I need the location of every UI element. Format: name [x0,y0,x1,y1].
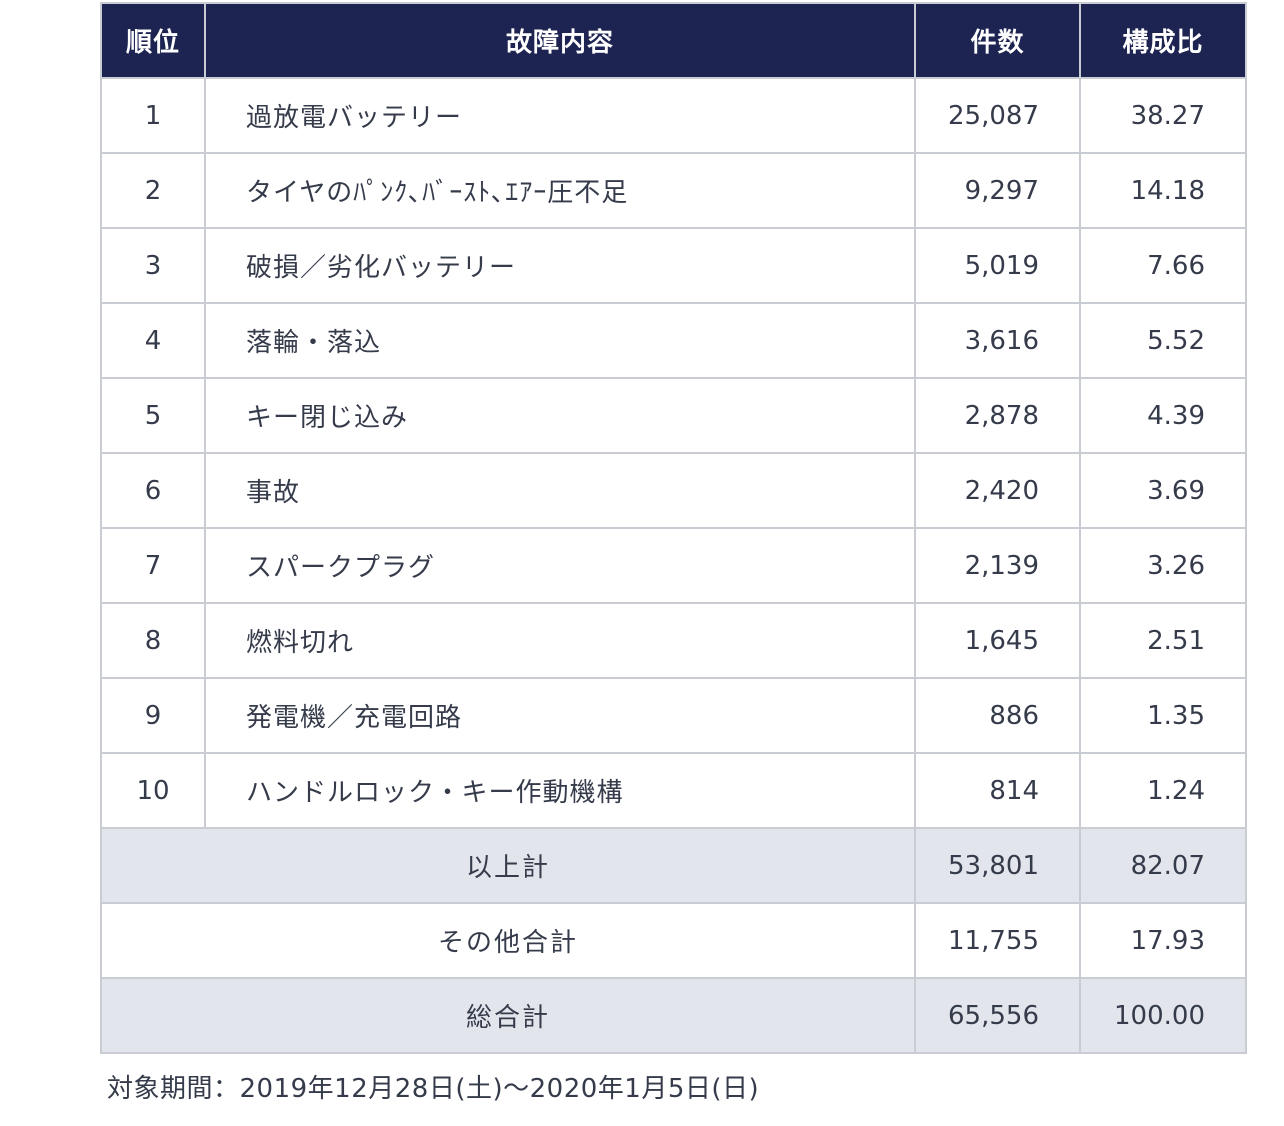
count-cell: 814 [914,752,1081,829]
rank-cell: 4 [100,302,206,379]
others-label: その他合計 [100,902,916,979]
rank-cell: 6 [100,452,206,529]
rank-cell: 9 [100,677,206,754]
table-body: 1 過放電バッテリー 25,087 38.27 2 タイヤのﾊﾟﾝｸ､ﾊﾞｰｽﾄ… [100,77,1247,1054]
count-cell: 1,645 [914,602,1081,679]
item-cell: スパークプラグ [204,527,916,604]
count-cell: 3,616 [914,302,1081,379]
table-header: 順位 故障内容 件数 構成比 [100,2,1247,79]
rank-cell: 1 [100,77,206,154]
table-row: 7 スパークプラグ 2,139 3.26 [100,527,1247,604]
item-cell: 燃料切れ [204,602,916,679]
ratio-cell: 38.27 [1079,77,1247,154]
count-cell: 2,878 [914,377,1081,454]
table-row: 5 キー閉じ込み 2,878 4.39 [100,377,1247,454]
period-footnote: 対象期間：2019年12月28日(土)～2020年1月5日(日) [107,1074,760,1104]
rank-cell: 5 [100,377,206,454]
grand-total-count: 65,556 [914,977,1081,1054]
item-cell: 事故 [204,452,916,529]
item-cell: 落輪・落込 [204,302,916,379]
table-row: 10 ハンドルロック・キー作動機構 814 1.24 [100,752,1247,829]
ratio-cell: 1.35 [1079,677,1247,754]
table-row: 8 燃料切れ 1,645 2.51 [100,602,1247,679]
item-cell: 発電機／充電回路 [204,677,916,754]
count-cell: 2,139 [914,527,1081,604]
rank-cell: 8 [100,602,206,679]
table-row: 1 過放電バッテリー 25,087 38.27 [100,77,1247,154]
table-row: 2 タイヤのﾊﾟﾝｸ､ﾊﾞｰｽﾄ､ｴｱｰ圧不足 9,297 14.18 [100,152,1247,229]
header-count: 件数 [914,2,1081,79]
grand-total-ratio: 100.00 [1079,977,1247,1054]
table-row: 3 破損／劣化バッテリー 5,019 7.66 [100,227,1247,304]
subtotal-count: 53,801 [914,827,1081,904]
count-cell: 25,087 [914,77,1081,154]
others-count: 11,755 [914,902,1081,979]
table-row: 6 事故 2,420 3.69 [100,452,1247,529]
header-ratio: 構成比 [1079,2,1247,79]
item-cell: キー閉じ込み [204,377,916,454]
others-row: その他合計 11,755 17.93 [100,902,1247,979]
ratio-cell: 4.39 [1079,377,1247,454]
ratio-cell: 3.69 [1079,452,1247,529]
ratio-cell: 7.66 [1079,227,1247,304]
item-cell: 過放電バッテリー [204,77,916,154]
ratio-cell: 5.52 [1079,302,1247,379]
count-cell: 5,019 [914,227,1081,304]
header-row: 順位 故障内容 件数 構成比 [100,2,1247,79]
rank-cell: 7 [100,527,206,604]
subtotal-label: 以上計 [100,827,916,904]
subtotal-ratio: 82.07 [1079,827,1247,904]
table-row: 4 落輪・落込 3,616 5.52 [100,302,1247,379]
subtotal-row: 以上計 53,801 82.07 [100,827,1247,904]
count-cell: 2,420 [914,452,1081,529]
ratio-cell: 2.51 [1079,602,1247,679]
rank-cell: 10 [100,752,206,829]
table-row: 9 発電機／充電回路 886 1.35 [100,677,1247,754]
item-cell: 破損／劣化バッテリー [204,227,916,304]
count-cell: 9,297 [914,152,1081,229]
header-rank: 順位 [100,2,206,79]
grand-total-label: 総合計 [100,977,916,1054]
grand-total-row: 総合計 65,556 100.00 [100,977,1247,1054]
count-cell: 886 [914,677,1081,754]
item-cell: ハンドルロック・キー作動機構 [204,752,916,829]
ratio-cell: 3.26 [1079,527,1247,604]
fault-ranking-table: 順位 故障内容 件数 構成比 1 過放電バッテリー 25,087 38.27 2… [100,2,1247,1054]
rank-cell: 2 [100,152,206,229]
others-ratio: 17.93 [1079,902,1247,979]
header-item: 故障内容 [204,2,916,79]
rank-cell: 3 [100,227,206,304]
ratio-cell: 14.18 [1079,152,1247,229]
item-cell: タイヤのﾊﾟﾝｸ､ﾊﾞｰｽﾄ､ｴｱｰ圧不足 [204,152,916,229]
ratio-cell: 1.24 [1079,752,1247,829]
